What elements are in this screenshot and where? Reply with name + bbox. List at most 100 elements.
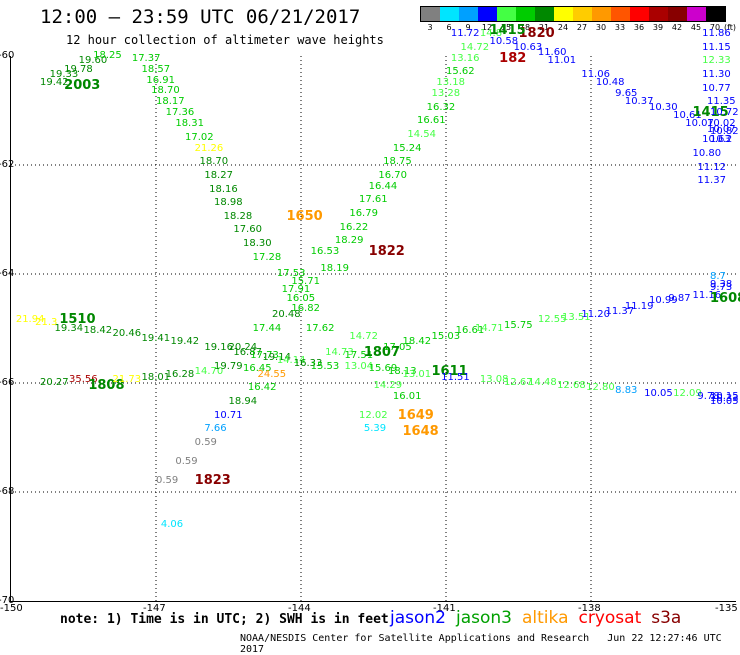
wave-height-label: 4.06	[160, 518, 184, 530]
wave-height-label: 20.48	[272, 308, 301, 320]
wave-height-label: 19.78	[64, 63, 93, 75]
wave-height-label: 35.56	[69, 374, 98, 386]
wave-height-label: 11.01	[547, 55, 577, 67]
wave-height-label: 8.83	[615, 385, 638, 397]
lat-tick-label: -68	[0, 486, 15, 497]
wave-height-label: 15.24	[392, 142, 422, 154]
pass-time-label: 182	[499, 50, 527, 66]
wave-height-label: 10.30	[649, 101, 678, 113]
wave-height-label: 17.02	[185, 131, 214, 143]
wave-height-label: 17.05	[383, 341, 412, 353]
wave-height-label: 16.61	[455, 325, 485, 337]
pass-time-label: 1649	[397, 407, 434, 423]
pass-time-label: 1808	[88, 377, 125, 393]
wave-height-label: 17.60	[233, 224, 262, 236]
legend-unit: (ft)	[723, 23, 737, 32]
wave-height-label: 18.13	[388, 366, 417, 378]
wave-height-label: 11.19	[624, 300, 654, 312]
wave-height-label: 0.59	[194, 436, 217, 448]
legend-swatch	[630, 7, 649, 21]
pass-time-label: 1648	[402, 424, 439, 440]
footnote: note: 1) Time is in UTC; 2) SWH is in fe…	[60, 612, 389, 627]
satellite-key: jason2 jason3 altika cryosat s3a	[390, 608, 691, 628]
map-area: 19.42 19.33 19.78 19.60 18.25 2003 17.37 18.57 1…	[10, 24, 740, 602]
wave-height-label: 21.73	[112, 374, 142, 386]
wave-height-label: 9.65	[615, 88, 638, 100]
legend-label: 30	[595, 23, 607, 32]
wave-height-label: 12.80	[586, 382, 615, 394]
wave-height-label: 17.44	[252, 322, 282, 334]
wave-height-label: 11.86	[702, 28, 731, 40]
wave-height-label: 15.62	[446, 66, 475, 78]
wave-height-label: 16.32	[426, 101, 456, 113]
wave-height-label: 10.05	[644, 387, 673, 399]
wave-height-label: 12.68	[557, 379, 586, 391]
wave-height-label: 18.19	[320, 262, 349, 274]
wave-height-label: 9.78	[697, 390, 720, 402]
legend-swatch	[554, 7, 573, 21]
wave-height-label: 18.25	[93, 50, 122, 61]
legend-swatch	[478, 7, 497, 21]
wave-height-label: 16.91	[146, 74, 175, 86]
wave-height-label: 13.16	[450, 52, 480, 64]
wave-height-label: 14.8	[479, 28, 503, 40]
pass-time-label: 2003	[64, 77, 101, 93]
wave-height-label: 20.24	[228, 341, 258, 353]
wave-height-label: 16.45	[243, 363, 272, 375]
wave-height-label: 12.09	[673, 387, 702, 399]
pass-time-label: 1820	[518, 26, 555, 42]
wave-height-label: 8.7	[710, 270, 726, 282]
wave-height-label: 19.42	[170, 336, 200, 348]
wave-height-label: 16.82	[291, 303, 320, 315]
legend-label: 12	[481, 23, 493, 32]
wave-height-label: 15.75	[504, 319, 533, 331]
legend-label: 42	[671, 23, 683, 32]
wave-height-label: 19.14	[262, 352, 291, 364]
legend-label: 15	[500, 23, 512, 32]
pass-time-label: 1822	[368, 244, 405, 260]
page-subtitle: 12 hour collection of altimeter wave hei…	[66, 33, 384, 47]
legend-swatch	[573, 7, 592, 21]
wave-height-label: 13.04	[344, 360, 374, 372]
legend-label: 33	[614, 23, 626, 32]
wave-height-label: 18.42	[402, 336, 432, 348]
wave-height-label: 19.79	[214, 360, 243, 372]
wave-height-label: 18.70	[151, 85, 180, 97]
wave-height-label: 18.28	[223, 210, 253, 222]
pass-time-label: 1415	[489, 23, 526, 39]
wave-height-label: 10.82	[710, 126, 739, 138]
wave-height-label: 18.98	[214, 197, 243, 209]
wave-height-label: 15.69	[368, 363, 398, 375]
wave-height-label: 9.87	[668, 292, 691, 304]
wave-height-label: 10.77	[702, 82, 731, 94]
wave-height-label: 19.60	[78, 55, 108, 67]
wave-height-label: 10.48	[595, 77, 625, 89]
wave-height-label: 13.51	[562, 311, 591, 323]
wave-height-label: 21.94	[15, 314, 45, 326]
lon-tick-label: -144	[288, 603, 311, 614]
wave-height-label: 10.72	[710, 107, 739, 119]
wave-height-label: 14.54	[407, 129, 436, 141]
wave-height-label: 13.28	[431, 88, 461, 100]
wave-height-label: 9.73	[710, 281, 733, 293]
pass-time-label: 1823	[194, 473, 231, 489]
wave-height-label: 11.16	[692, 289, 722, 301]
color-legend	[420, 6, 726, 22]
wave-height-label: 14.73	[325, 347, 354, 359]
wave-height-label: 13.18	[436, 77, 465, 89]
wave-height-label: 10.15	[710, 390, 739, 402]
wave-height-label: 18.94	[228, 396, 258, 408]
legend-label: 21	[538, 23, 550, 32]
wave-height-label: 16.70	[378, 169, 407, 181]
wave-height-label: 16.28	[165, 368, 195, 380]
wave-height-label: 14.48	[528, 377, 557, 388]
pass-time-label: 1415	[692, 105, 729, 121]
wave-height-label: 10.61	[673, 109, 702, 121]
wave-height-label: 16.53	[310, 246, 340, 258]
wave-height-label: 18.17	[156, 96, 185, 108]
wave-height-label: 10.80	[692, 148, 722, 160]
wave-height-label: 21.3	[35, 317, 58, 329]
lat-tick-label: -66	[0, 377, 15, 388]
wave-height-label: 14.14	[276, 355, 306, 367]
wave-height-label: 10.63	[702, 134, 731, 146]
